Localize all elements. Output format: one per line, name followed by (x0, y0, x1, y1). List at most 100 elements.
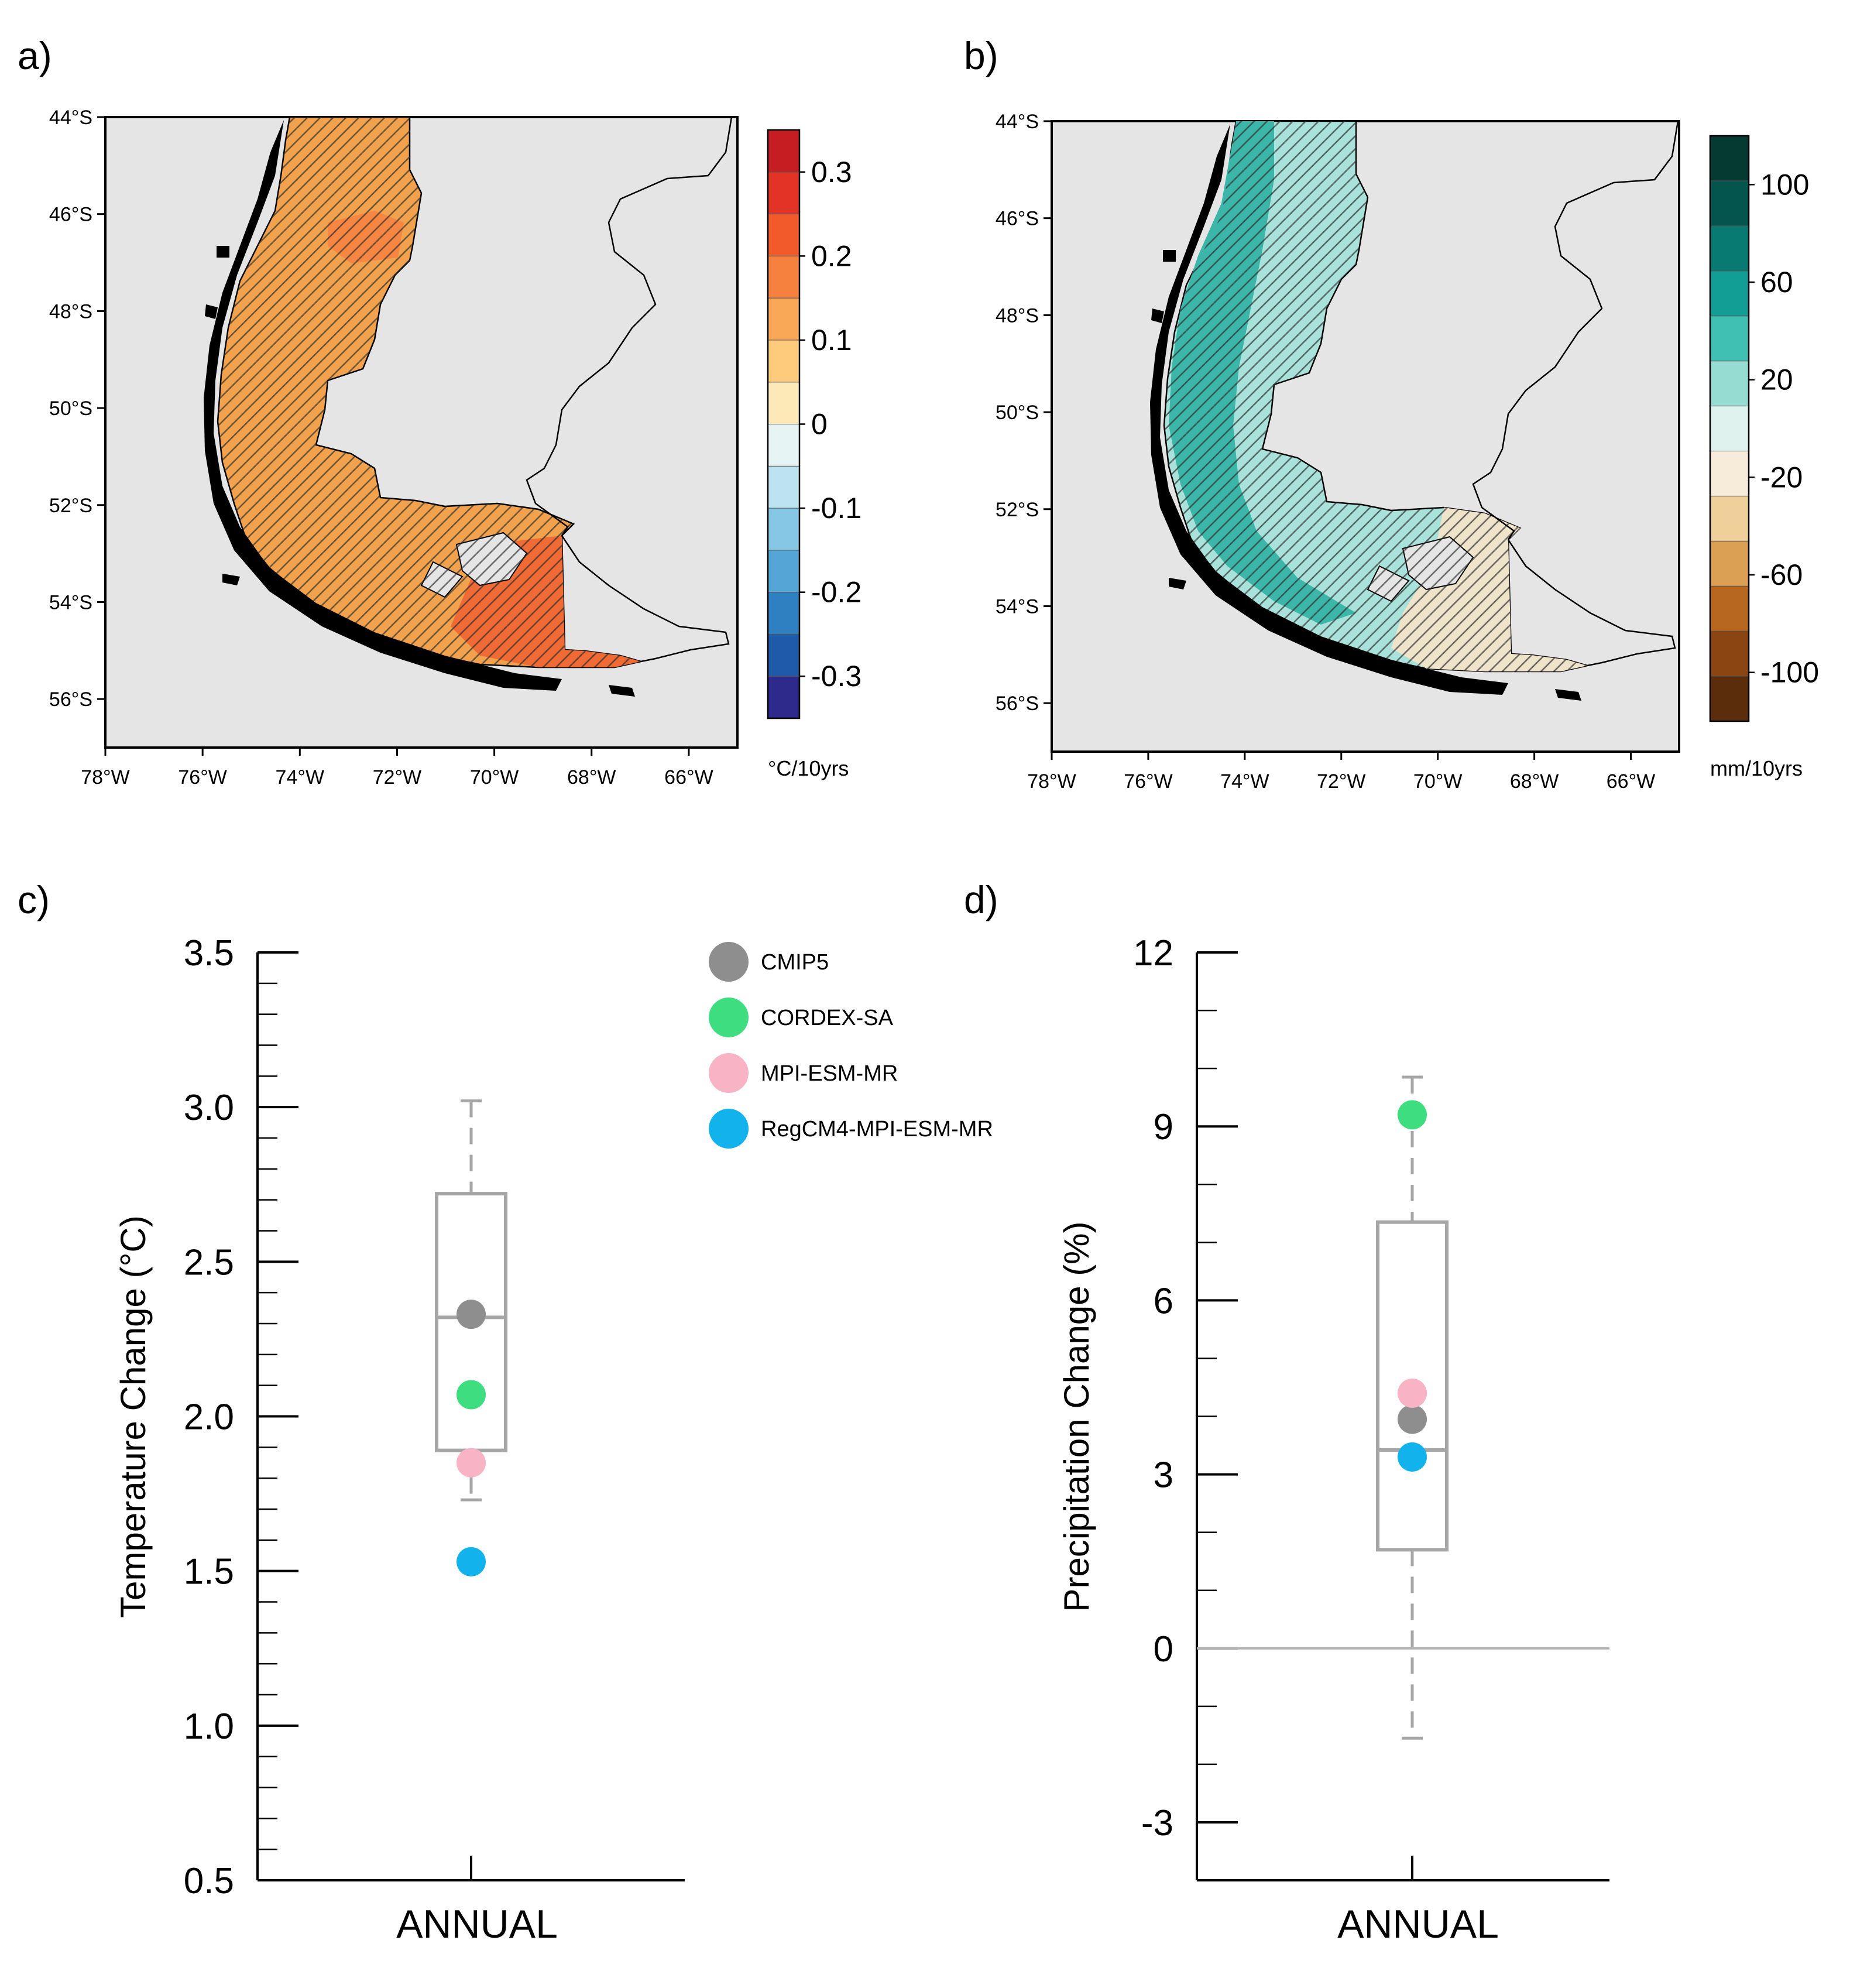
coastline-b (1472, 121, 1679, 540)
colorbar-a-swatch-11 (767, 214, 800, 256)
legend-marker-0 (709, 942, 749, 982)
colorbar-b-swatch-4 (1710, 495, 1749, 541)
c-point-regcm4-mpi-esm-mr (457, 1547, 486, 1576)
a-lat-label-5: 54°S (49, 591, 92, 613)
colorbar-b-label-2: 20 (1760, 364, 1793, 396)
colorbar-b-frame (1709, 135, 1750, 722)
d-box (1376, 1075, 1449, 1740)
d-point-mpi-esm-mr (1398, 1378, 1427, 1408)
colorbar-b-label-0: 100 (1760, 168, 1809, 201)
panel-label-c: c) (18, 878, 50, 921)
d-x-axis-label: ANNUAL (1337, 1902, 1499, 1946)
colorbar-a-swatch-12 (767, 172, 800, 215)
colorbar-a-swatch-3 (767, 550, 800, 593)
d-point-regcm4-mpi-esm-mr (1398, 1442, 1427, 1472)
b-lon-label-0: 78°W (1027, 770, 1076, 793)
d-tick-label-5: 12 (1133, 933, 1173, 974)
d-y-ticks: -3 0 3 6 9 12 (1133, 933, 1238, 1881)
panel-label-d: d) (964, 878, 998, 921)
panel-label-b: b) (964, 34, 998, 77)
colorbar-a-swatch-5 (767, 465, 800, 509)
c-tick-label-2: 1.5 (184, 1552, 234, 1592)
c-point-cordex-sa (457, 1380, 486, 1410)
colorbar-b-label-3: -20 (1760, 461, 1803, 493)
legend-marker-1 (709, 998, 749, 1037)
b-lon-label-4: 70°W (1413, 770, 1463, 793)
a-lon-label-6: 66°W (664, 766, 713, 789)
colorbar-b-swatch-9 (1710, 270, 1749, 317)
legend-label-1: CORDEX-SA (761, 1006, 894, 1030)
d-points (1398, 1100, 1427, 1472)
colorbar-b-swatch-5 (1710, 450, 1749, 496)
b-lat-label-6: 56°S (996, 693, 1039, 715)
a-lat-label-2: 48°S (49, 300, 92, 323)
d-point-cordex-sa (1398, 1100, 1427, 1130)
b-lon-label-3: 72°W (1317, 770, 1366, 793)
colorbar-b-swatch-1 (1710, 630, 1749, 677)
colorbar-b-swatch-6 (1710, 406, 1749, 451)
colorbar-a-label-2: 0.1 (811, 324, 852, 357)
boxplot-panel-d: -3 0 3 6 9 12 Precipitation Change (%) ANNUAL (1057, 933, 1609, 1946)
a-lat-label-0: 44°S (49, 107, 92, 129)
colorbar-a-label-4: -0.1 (811, 492, 861, 525)
map-a-lat-ticks: 44°S 46°S 48°S 50°S 52°S 54°S 56°S (49, 107, 105, 711)
colorbar-b-swatch-2 (1710, 585, 1749, 632)
d-tick-label-4: 9 (1154, 1107, 1173, 1147)
colorbar-b-swatch-12 (1710, 135, 1749, 181)
c-y-ticks: 0.5 1.0 1.5 2.0 2.5 3.0 3.5 (184, 933, 298, 1901)
colorbar-b: 100 60 20 -20 -60 -100 (1709, 135, 1819, 722)
d-point-cmip5 (1398, 1404, 1427, 1434)
colorbar-a-swatch-4 (767, 508, 800, 551)
legend-marker-3 (709, 1109, 749, 1149)
legend: CMIP5 CORDEX-SA MPI-ESM-MR RegCM4-MPI-ESM-M… (709, 942, 993, 1149)
b-lat-label-2: 48°S (996, 304, 1039, 327)
colorbar-a-label-6: -0.3 (811, 660, 861, 693)
colorbar-b-label-5: -100 (1760, 656, 1819, 689)
a-lat-label-4: 52°S (49, 495, 92, 517)
a-lat-label-1: 46°S (49, 204, 92, 226)
legend-marker-2 (709, 1053, 749, 1093)
legend-label-3: RegCM4-MPI-ESM-MR (761, 1117, 993, 1142)
map-panel-b: 44°S 46°S 48°S 50°S 52°S 54°S 56°S 78°W 76°W 74°… (996, 111, 1819, 793)
c-tick-label-0: 0.5 (184, 1861, 234, 1901)
colorbar-b-units: mm/10yrs (1710, 756, 1803, 780)
colorbar-a-units: °C/10yrs (768, 756, 849, 780)
a-lon-label-5: 68°W (567, 766, 616, 789)
coastline-a (526, 116, 733, 536)
c-tick-label-4: 2.5 (184, 1242, 234, 1283)
colorbar-a-swatch-13 (767, 129, 800, 173)
colorbar-a-swatch-1 (767, 633, 800, 677)
colorbar-a-swatch-0 (767, 676, 800, 719)
legend-label-0: CMIP5 (761, 950, 829, 975)
d-iqr-box (1376, 1220, 1449, 1552)
b-lat-label-4: 52°S (996, 499, 1039, 521)
c-x-axis-label: ANNUAL (396, 1902, 558, 1946)
a-lat-label-3: 50°S (49, 397, 92, 420)
b-lon-label-5: 68°W (1510, 770, 1559, 793)
colorbar-b-swatch-0 (1710, 676, 1749, 722)
hatch-overlay-b (1164, 121, 1587, 671)
map-a-lon-ticks: 78°W 76°W 74°W 72°W 70°W 68°W 66°W (81, 748, 713, 789)
coastline-b-tdf (1507, 539, 1676, 667)
c-point-cmip5 (457, 1300, 486, 1329)
coastline-a-tdf (561, 535, 730, 663)
colorbar-b-swatch-3 (1710, 540, 1749, 587)
boxplot-panel-c: 0.5 1.0 1.5 2.0 2.5 3.0 3.5 Temperature Change… (114, 933, 993, 1946)
hatch-overlay-a (218, 117, 641, 667)
d-tick-label-2: 3 (1154, 1455, 1173, 1496)
b-lon-label-6: 66°W (1607, 770, 1656, 793)
c-points (457, 1300, 486, 1576)
colorbar-a-swatch-6 (767, 424, 800, 467)
a-lat-label-6: 56°S (49, 688, 92, 711)
c-tick-label-3: 2.0 (184, 1397, 234, 1438)
c-point-mpi-esm-mr (457, 1448, 486, 1478)
colorbar-a-swatch-9 (767, 297, 800, 341)
c-tick-label-1: 1.0 (184, 1706, 234, 1747)
c-tick-label-5: 3.0 (184, 1088, 234, 1128)
colorbar-b-swatch-7 (1710, 361, 1749, 407)
colorbar-a-label-0: 0.3 (811, 156, 852, 188)
d-tick-label-3: 6 (1154, 1281, 1173, 1321)
colorbar-b-label-1: 60 (1760, 266, 1793, 299)
b-lon-label-1: 76°W (1124, 770, 1173, 793)
a-lon-label-0: 78°W (81, 766, 130, 789)
